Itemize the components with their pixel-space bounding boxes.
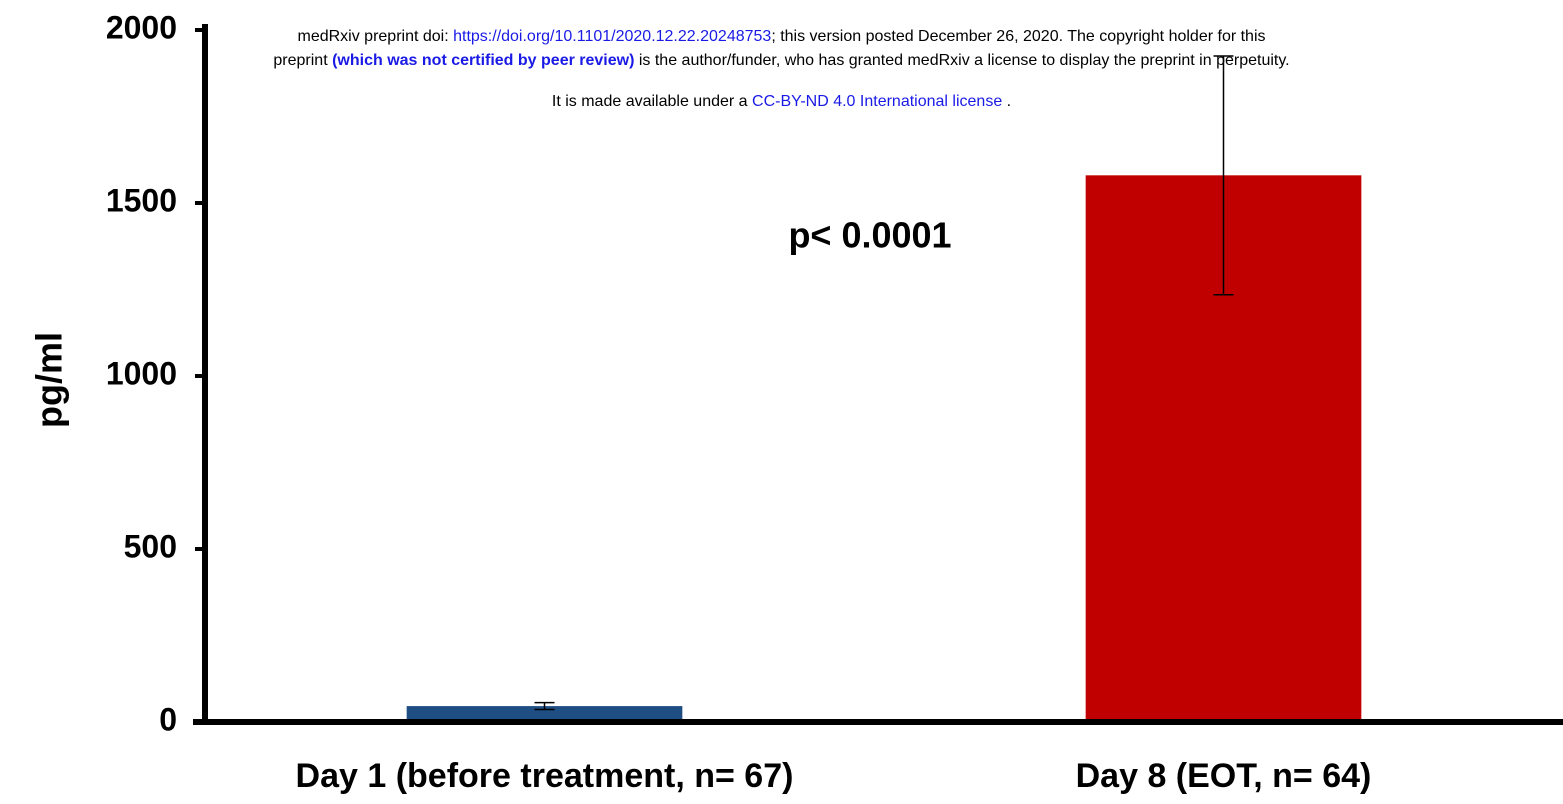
y-axis-label: pg/ml [29, 332, 70, 428]
header-emphasis: (which was not certified by peer review) [332, 52, 635, 69]
error-bar [1213, 55, 1234, 296]
annotation: p< 0.0001 [788, 215, 951, 256]
header-line: medRxiv preprint doi: https://doi.org/10… [0, 28, 1563, 46]
y-tick-label: 2000 [106, 9, 177, 45]
x-tick-label: Day 8 (EOT, n= 64) [1076, 757, 1372, 795]
y-tick-label: 1500 [106, 182, 177, 218]
doi-link[interactable]: https://doi.org/10.1101/2020.12.22.20248… [453, 28, 772, 45]
error-bar [534, 701, 555, 711]
header-text: preprint [273, 52, 333, 69]
header-text: . [1002, 93, 1012, 110]
header-text: ; this version posted December 26, 2020.… [771, 28, 1266, 45]
header-line: preprint (which was not certified by pee… [0, 52, 1563, 70]
license-link[interactable]: CC-BY-ND 4.0 International license [752, 93, 1003, 110]
header-text: is the author/funder, who has granted me… [634, 52, 1290, 69]
header-text: It is made available under a [551, 93, 753, 110]
header-text: medRxiv preprint doi: [297, 28, 454, 45]
header-line: It is made available under a CC-BY-ND 4.… [0, 93, 1563, 111]
bar [406, 706, 683, 722]
y-tick-label: 1000 [106, 355, 177, 391]
y-tick-label: 0 [159, 701, 177, 737]
y-tick-label: 500 [124, 528, 177, 564]
x-tick-label: Day 1 (before treatment, n= 67) [296, 757, 794, 795]
